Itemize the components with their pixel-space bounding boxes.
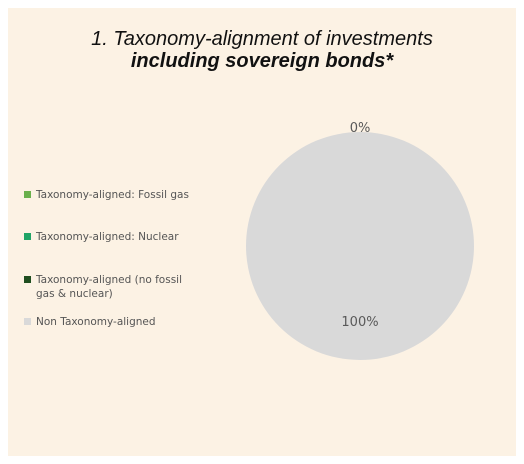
pie-slice-non-aligned bbox=[246, 132, 474, 360]
legend-label-no-fossil-nuclear: Taxonomy-aligned (no fossil gas & nuclea… bbox=[36, 273, 182, 301]
data-label-100: 100% bbox=[341, 315, 378, 330]
legend-swatch-nuclear bbox=[24, 233, 31, 240]
legend-label-fossil-gas: Taxonomy-aligned: Fossil gas bbox=[36, 189, 189, 201]
legend-swatch-no-fossil-nuclear bbox=[24, 276, 31, 283]
legend-swatch-fossil-gas bbox=[24, 191, 31, 198]
chart-panel: 1. Taxonomy-alignment of investments inc… bbox=[8, 8, 516, 456]
legend-label-nuclear: Taxonomy-aligned: Nuclear bbox=[36, 231, 179, 243]
pie-chart: 0% 100% bbox=[246, 121, 474, 360]
chart-title: 1. Taxonomy-alignment of investments inc… bbox=[8, 28, 516, 72]
pie-slices bbox=[246, 132, 474, 360]
legend-label-non-aligned: Non Taxonomy-aligned bbox=[36, 316, 156, 328]
legend-label-no-fossil-nuclear-line2: gas & nuclear) bbox=[36, 288, 113, 300]
data-label-0: 0% bbox=[350, 121, 371, 136]
legend-label-no-fossil-nuclear-line1: Taxonomy-aligned (no fossil bbox=[36, 274, 183, 286]
chart-title-line2: including sovereign bonds* bbox=[130, 50, 394, 72]
chart-title-line1: 1. Taxonomy-alignment of investments bbox=[91, 28, 433, 50]
legend-swatch-non-aligned bbox=[24, 318, 31, 325]
